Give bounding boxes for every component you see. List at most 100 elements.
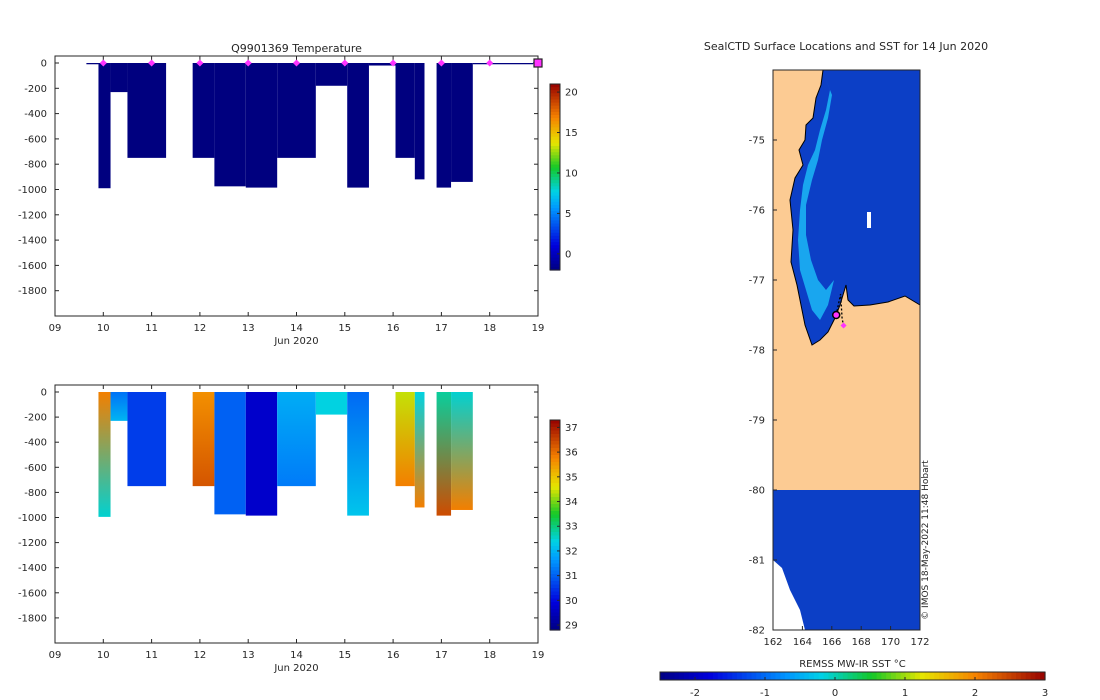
colorbar-segment [550, 549, 560, 554]
colorbar-tick-label: 29 [565, 621, 578, 632]
colorbar-segment [550, 486, 560, 491]
profile-bar [347, 392, 369, 516]
colorbar-segment [550, 220, 560, 225]
surface-marker [341, 59, 349, 67]
colorbar-segment [550, 186, 560, 190]
colorbar-segment [550, 84, 560, 88]
profile-bar [245, 63, 278, 188]
colorbar-segment [550, 226, 560, 231]
y-tick-label: -400 [24, 109, 47, 120]
map-y-tick-label: -82 [749, 626, 765, 637]
colorbar-segment [550, 504, 560, 509]
colorbar-segment [550, 525, 560, 530]
profile-bar [368, 63, 396, 66]
sst-colorbar-segment [953, 672, 959, 680]
sst-colorbar-segment [828, 672, 834, 680]
colorbar-segment [550, 626, 560, 631]
colorbar-segment [550, 118, 560, 122]
sst-colorbar-segment [1001, 672, 1008, 680]
sst-colorbar-segment [866, 672, 873, 680]
sst-colorbar-segment [717, 672, 724, 680]
colorbar-segment [550, 93, 560, 97]
colorbar-segment [550, 500, 560, 505]
colorbar-tick-label: 32 [565, 546, 578, 557]
sst-colorbar-segment [900, 672, 907, 680]
map-y-tick-label: -76 [749, 206, 765, 217]
profile-bar [451, 392, 473, 510]
sst-colorbar-segment [838, 672, 844, 680]
colorbar-segment [550, 476, 560, 481]
map-x-tick-label: 170 [881, 637, 900, 648]
colorbar-tick-label: 20 [565, 88, 578, 99]
colorbar-frame [549, 419, 561, 631]
colorbar-segment [550, 130, 560, 135]
sst-colorbar-tick-label: 1 [902, 688, 908, 699]
x-tick-label: 19 [532, 650, 545, 661]
colorbar-segment [550, 266, 560, 271]
y-tick-label: -1400 [18, 563, 47, 574]
sst-colorbar-segment [847, 672, 854, 680]
sst-colorbar-segment [987, 672, 993, 680]
y-tick-label: -1000 [18, 513, 47, 524]
colorbar-segment [550, 595, 560, 600]
colorbar-segment [550, 553, 560, 558]
map-y-tick-label: -79 [749, 416, 765, 427]
sst-colorbar-segment [664, 672, 671, 680]
colorbar-segment [550, 90, 560, 94]
sst-colorbar-segment [804, 672, 810, 680]
colorbar-segment [550, 472, 560, 477]
colorbar-segment [550, 242, 560, 246]
profile-bar [214, 392, 246, 515]
colorbar-segment [550, 142, 560, 147]
x-tick-label: 12 [194, 323, 207, 334]
colorbar-segment [550, 183, 560, 187]
colorbar-segment [550, 136, 560, 141]
colorbar-segment [550, 263, 560, 268]
colorbar-segment [550, 577, 560, 582]
colorbar-segment [550, 195, 560, 200]
colorbar-segment [550, 542, 560, 547]
sst-colorbar-segment [881, 672, 887, 680]
profile-bar [86, 63, 99, 65]
x-tick-label: 10 [97, 323, 110, 334]
latest-profile-marker [533, 58, 543, 68]
x-tick-label: 12 [194, 650, 207, 661]
colorbar-segment [550, 254, 560, 259]
sst-colorbar-segment [818, 672, 825, 680]
colorbar-segment [550, 490, 560, 495]
colorbar-tick-label: 31 [565, 571, 578, 582]
map-x-tick-label: 162 [763, 637, 782, 648]
colorbar-segment [550, 105, 560, 110]
sst-colorbar-segment [842, 672, 849, 680]
sst-colorbar-segment [992, 672, 998, 680]
colorbar-segment [550, 239, 560, 243]
sst-colorbar-segment [814, 672, 820, 680]
colorbar-segment [550, 430, 560, 435]
sst-colorbar-segment [1011, 672, 1017, 680]
colorbar-segment [550, 158, 560, 163]
x-tick-label: 09 [49, 323, 62, 334]
sst-colorbar-segment [924, 672, 931, 680]
colorbar-segment [550, 462, 560, 467]
colorbar-segment [550, 108, 560, 113]
sst-colorbar-segment [886, 672, 892, 680]
sst-colorbar-segment [674, 672, 680, 680]
colorbar-tick-label: 5 [565, 209, 571, 220]
sst-colorbar-segment [833, 672, 839, 680]
colorbar-segment [550, 469, 560, 474]
sst-colorbar-segment [669, 672, 676, 680]
colorbar-segment [550, 102, 560, 107]
sst-colorbar-segment [741, 672, 748, 680]
colorbar-segment [550, 448, 560, 453]
sst-colorbar-segment [1016, 672, 1022, 680]
sst-colorbar-segment [915, 672, 921, 680]
sst-colorbar-segment [891, 672, 897, 680]
sst-colorbar-segment [775, 672, 781, 680]
sst-colorbar-segment [943, 672, 950, 680]
sst-colorbar-segment [939, 672, 945, 680]
y-tick-label: -1200 [18, 538, 47, 549]
colorbar-segment [550, 251, 560, 256]
colorbar-segment [550, 149, 560, 153]
profile-bar [127, 63, 167, 158]
y-tick-label: -1400 [18, 236, 47, 247]
